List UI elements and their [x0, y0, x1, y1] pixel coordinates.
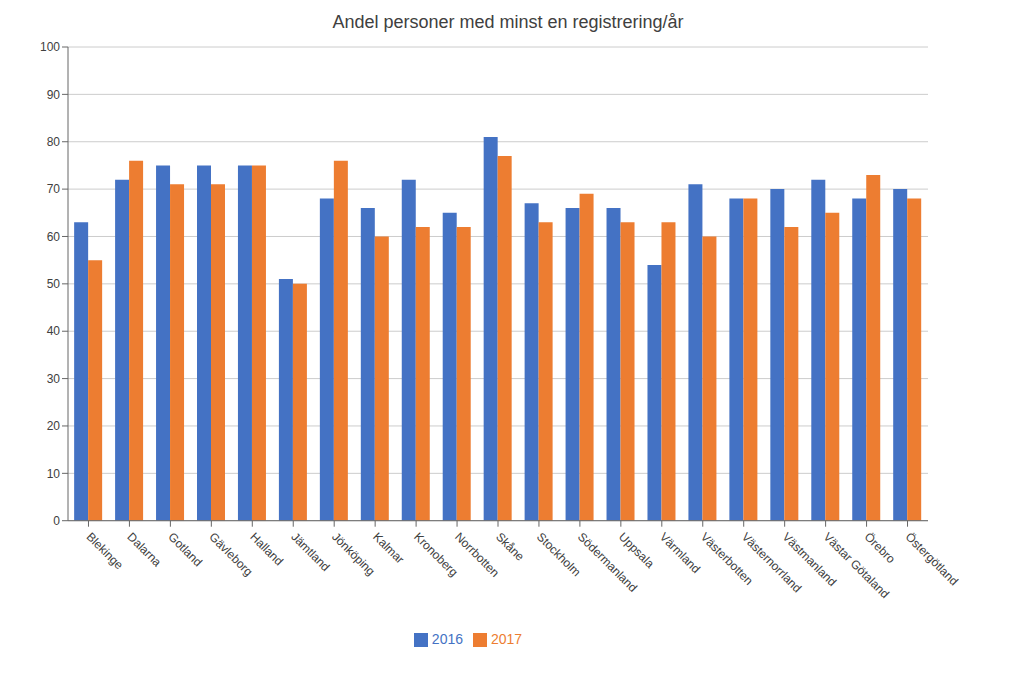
svg-text:Norrbotten: Norrbotten: [452, 529, 503, 580]
svg-text:Halland: Halland: [247, 530, 286, 569]
svg-text:60: 60: [47, 230, 61, 244]
svg-text:Blekinge: Blekinge: [84, 530, 127, 573]
svg-text:Västmanland: Västmanland: [779, 529, 840, 590]
html-text:2016: 2016: [431, 630, 463, 647]
svg-text:Södermanland: Södermanland: [575, 529, 641, 595]
html-text:2017: 2017: [491, 630, 523, 647]
svg-text:40: 40: [47, 324, 61, 338]
svg-text:90: 90: [47, 88, 61, 102]
svg-text:70: 70: [47, 182, 61, 196]
svg-text:50: 50: [47, 277, 61, 291]
svg-text:Jämtland: Jämtland: [288, 530, 332, 574]
svg-text:Västernorrland: Västernorrland: [738, 529, 805, 596]
svg-text:0: 0: [53, 514, 60, 528]
svg-text:Kalmar: Kalmar: [370, 530, 407, 567]
svg-text:Stockholm: Stockholm: [534, 529, 584, 580]
svg-text:30: 30: [47, 372, 61, 386]
svg-text:Skåne: Skåne: [493, 530, 527, 564]
svg-text:Örebro: Örebro: [862, 530, 899, 567]
html-text:Andel personer med minst en re: Andel personer med minst en registrering…: [332, 12, 684, 32]
svg-text:80: 80: [47, 135, 61, 149]
svg-text:Kronoberg: Kronoberg: [411, 529, 461, 580]
svg-text:Dalarna: Dalarna: [124, 530, 164, 570]
svg-text:Västar Götaland: Västar Götaland: [820, 529, 892, 601]
svg-text:Östergötland: Östergötland: [903, 530, 961, 588]
svg-text:Uppsala: Uppsala: [616, 530, 657, 571]
svg-text:Värmland: Värmland: [657, 530, 703, 576]
svg-text:Jönköping: Jönköping: [329, 530, 378, 579]
svg-text:Västerbotten: Västerbotten: [697, 529, 756, 588]
svg-text:10: 10: [47, 467, 61, 481]
svg-text:100: 100: [40, 40, 60, 54]
svg-text:20: 20: [47, 419, 61, 433]
svg-text:Gotland: Gotland: [165, 530, 205, 570]
svg-text:Gävleborg: Gävleborg: [206, 530, 255, 579]
